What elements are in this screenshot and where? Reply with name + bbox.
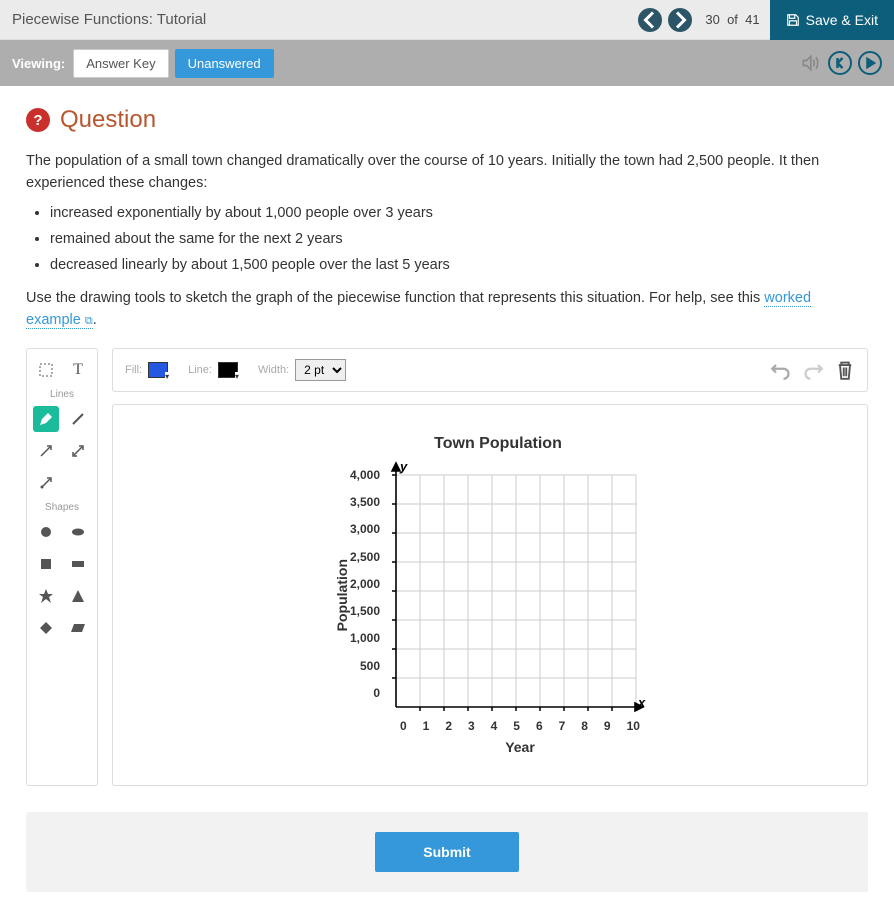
list-item: increased exponentially by about 1,000 p… [50, 205, 868, 221]
save-exit-label: Save & Exit [806, 12, 878, 28]
fill-color-picker[interactable] [148, 362, 168, 378]
question-icon: ? [26, 108, 50, 132]
prev-button[interactable] [638, 8, 662, 32]
save-exit-button[interactable]: Save & Exit [770, 0, 894, 40]
select-tool[interactable] [33, 357, 59, 383]
viewing-label: Viewing: [12, 56, 65, 71]
y-ticks: 4,000 3,500 3,000 2,500 2,000 1,500 1,00… [350, 468, 380, 700]
restart-icon[interactable] [828, 51, 852, 75]
star-tool[interactable] [33, 583, 59, 609]
question-instruction: Use the drawing tools to sketch the grap… [26, 287, 868, 332]
undo-button[interactable] [771, 360, 791, 380]
pencil-tool[interactable] [33, 406, 59, 432]
answer-key-button[interactable]: Answer Key [73, 49, 168, 78]
width-select[interactable]: 2 pt [295, 359, 346, 381]
redo-button[interactable] [803, 360, 823, 380]
question-bullets: increased exponentially by about 1,000 p… [50, 205, 868, 273]
canvas-column: Fill: Line: Width: 2 pt [112, 348, 868, 786]
parallelogram-tool[interactable] [65, 615, 91, 641]
lines-section-label: Lines [33, 389, 91, 400]
unanswered-button[interactable]: Unanswered [175, 49, 274, 78]
chart-grid: y x [386, 459, 646, 715]
circle-tool[interactable] [33, 519, 59, 545]
arrow-tool[interactable] [33, 438, 59, 464]
ray-tool[interactable] [33, 470, 59, 496]
page-counter: 30 of 41 [705, 12, 759, 27]
external-link-icon: ⧉ [85, 315, 93, 327]
drawing-area: T Lines [26, 348, 868, 786]
chart-title: Town Population [434, 435, 562, 453]
shapes-section-label: Shapes [33, 502, 91, 513]
x-ticks: 012345678910 [400, 719, 640, 733]
question-intro: The population of a small town changed d… [26, 150, 868, 195]
list-item: decreased linearly by about 1,500 people… [50, 257, 868, 273]
content: ? Question The population of a small tow… [0, 86, 894, 912]
text-tool[interactable]: T [65, 357, 91, 383]
line-label: Line: [188, 364, 212, 376]
question-header: ? Question [26, 106, 868, 134]
rectangle-tool[interactable] [65, 551, 91, 577]
viewbar: Viewing: Answer Key Unanswered [0, 40, 894, 86]
question-heading: Question [60, 106, 156, 134]
list-item: remained about the same for the next 2 y… [50, 231, 868, 247]
y-axis-label: Population [334, 559, 350, 631]
audio-icon[interactable] [798, 51, 822, 75]
submit-row: Submit [26, 812, 868, 892]
ellipse-tool[interactable] [65, 519, 91, 545]
drawing-canvas[interactable]: Population Town Population 4,000 3,500 3… [112, 404, 868, 786]
delete-button[interactable] [835, 360, 855, 380]
fill-label: Fill: [125, 364, 142, 376]
tool-panel: T Lines [26, 348, 98, 786]
page-title: Piecewise Functions: Tutorial [12, 11, 635, 28]
square-tool[interactable] [33, 551, 59, 577]
line-color-picker[interactable] [218, 362, 238, 378]
diamond-tool[interactable] [33, 615, 59, 641]
double-arrow-tool[interactable] [65, 438, 91, 464]
width-label: Width: [258, 364, 289, 376]
line-tool[interactable] [65, 406, 91, 432]
x-axis-label: Year [505, 739, 535, 755]
submit-button[interactable]: Submit [375, 832, 518, 872]
canvas-toolbar: Fill: Line: Width: 2 pt [112, 348, 868, 392]
play-icon[interactable] [858, 51, 882, 75]
triangle-tool[interactable] [65, 583, 91, 609]
next-button[interactable] [668, 8, 692, 32]
topbar: Piecewise Functions: Tutorial 30 of 41 S… [0, 0, 894, 40]
